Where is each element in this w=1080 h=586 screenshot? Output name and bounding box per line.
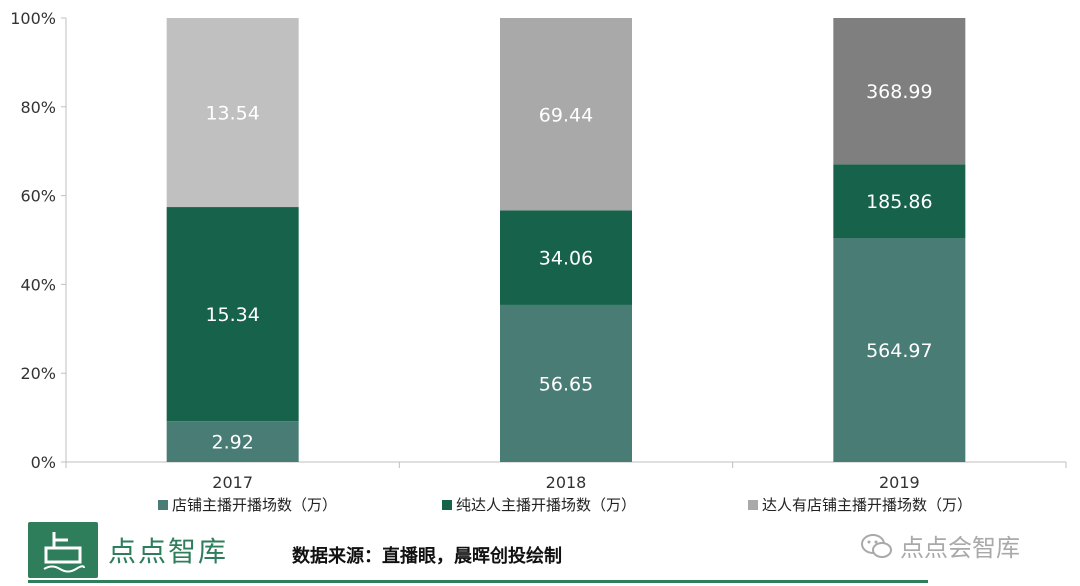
- data-label: 56.65: [539, 373, 593, 395]
- x-tick-label: 2017: [212, 473, 253, 492]
- wechat-icon: [861, 533, 892, 558]
- logo-icon: [43, 532, 85, 573]
- divider: [28, 580, 928, 583]
- y-tick-label: 0%: [31, 453, 56, 472]
- data-label: 185.86: [866, 191, 932, 213]
- data-label: 13.54: [205, 103, 259, 125]
- y-tick-label: 60%: [20, 187, 56, 206]
- y-tick-label: 20%: [20, 364, 56, 383]
- wechat-watermark: 点点会智库: [860, 528, 1020, 563]
- bar-segment: [833, 237, 966, 462]
- bar-segment: [500, 18, 632, 211]
- y-tick-label: 80%: [20, 98, 56, 117]
- footer: 点点智库 数据来源：直播眼，晨晖创投绘制 点点会智库: [0, 512, 1080, 586]
- data-label: 34.06: [539, 248, 593, 270]
- bar-segment: [500, 304, 632, 462]
- legend-swatch: [442, 500, 452, 510]
- legend-label: 纯达人主播开播场数（万）: [456, 496, 636, 512]
- data-label: 368.99: [866, 81, 932, 103]
- bar-segment: [833, 18, 966, 165]
- brand-logo: [28, 522, 98, 578]
- data-label: 69.44: [539, 104, 593, 126]
- wechat-label: 点点会智库: [900, 534, 1020, 562]
- legend-label: 达人有店铺主播开播场数（万）: [762, 496, 972, 512]
- bar-segment: [166, 421, 299, 462]
- legend-swatch: [748, 500, 758, 510]
- data-label: 15.34: [205, 304, 259, 326]
- bar-segment: [166, 18, 299, 208]
- data-source: 数据来源：直播眼，晨晖创投绘制: [292, 546, 562, 567]
- y-tick-label: 40%: [20, 275, 56, 294]
- stacked-bar-chart: 0% 20% 40% 60% 80% 100% 2.92 15.34 13.54 2017 56.6…: [10, 9, 1067, 512]
- bar-segment: [833, 164, 966, 238]
- legend-swatch: [158, 500, 168, 510]
- bar-segment: [500, 210, 632, 305]
- brand-name: 点点智库: [108, 535, 229, 568]
- legend-label: 店铺主播开播场数（万）: [172, 496, 337, 512]
- data-label: 2.92: [212, 432, 254, 454]
- bar-segment: [166, 207, 299, 422]
- y-tick-label: 100%: [10, 9, 56, 28]
- x-tick-label: 2019: [879, 473, 920, 492]
- x-tick-label: 2018: [546, 473, 587, 492]
- data-label: 564.97: [866, 340, 932, 362]
